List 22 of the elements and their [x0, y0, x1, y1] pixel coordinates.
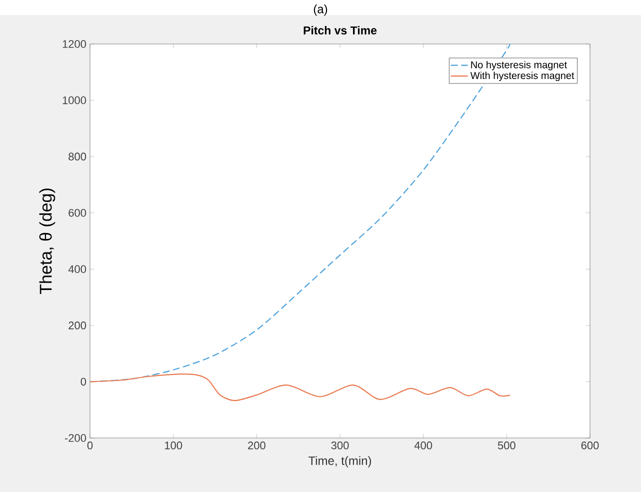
line-series — [90, 373, 511, 402]
legend-label: With hysteresis magnet — [470, 72, 574, 82]
text: (a) — [314, 4, 328, 16]
y-tick-label: 400 — [68, 265, 86, 274]
x-tick-label: 400 — [414, 442, 432, 450]
y-tick-label: -200 — [64, 434, 86, 442]
x-tick-label: 100 — [164, 442, 182, 450]
x-tick-label: 200 — [248, 442, 266, 450]
y-tick-label: 200 — [68, 322, 86, 330]
y-tick-label: 1200 — [62, 40, 86, 48]
x-tick-label: 300 — [331, 442, 349, 450]
x-axis-title: Time, t(min) — [308, 456, 372, 468]
y-tick-label: 0 — [80, 378, 86, 386]
y-tick-label: 600 — [68, 208, 86, 217]
x-tick-label: 600 — [581, 442, 599, 450]
y-axis-title: Theta, θ (deg) — [39, 188, 56, 294]
x-tick-label: 0 — [87, 442, 93, 450]
x-tick-label: 500 — [498, 442, 516, 450]
chart-title: Pitch vs Time — [304, 26, 377, 34]
y-tick-label: 800 — [68, 152, 86, 160]
legend-label: No hysteresis magnet — [471, 60, 567, 70]
y-tick-label: 1000 — [62, 96, 86, 104]
